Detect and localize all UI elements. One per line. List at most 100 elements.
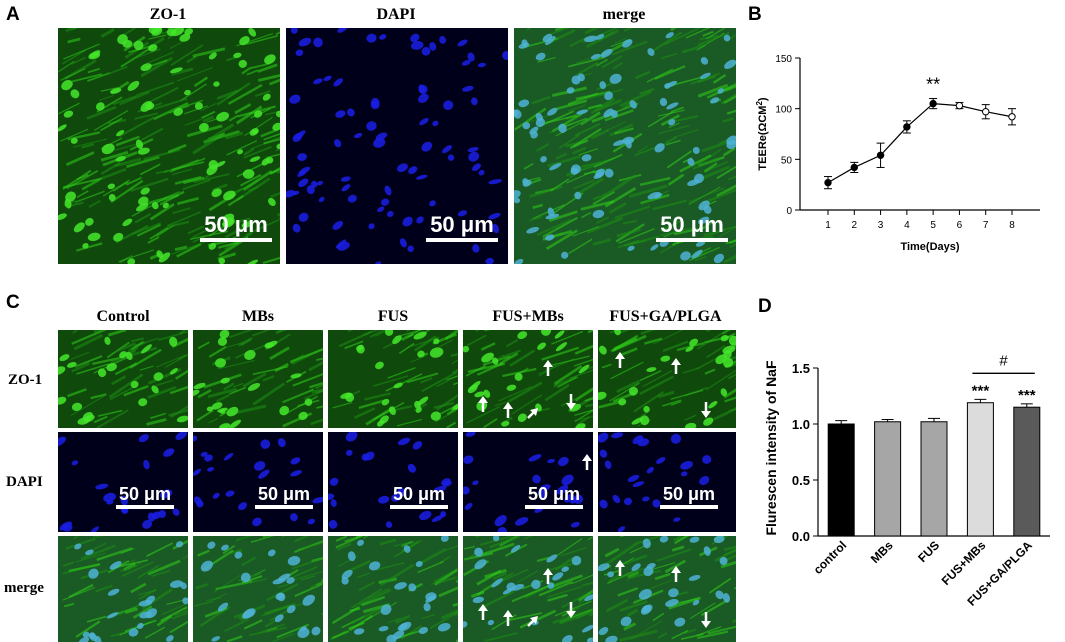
scale-bar-line xyxy=(390,505,448,509)
x-tick-label: 4 xyxy=(904,220,910,231)
panel-a-title-zo1: ZO-1 xyxy=(149,6,187,23)
x-tick-label: FUS+MBs xyxy=(939,538,989,588)
bar xyxy=(827,423,855,537)
panel-c-merge-image-1 xyxy=(58,536,188,642)
dapi-micrograph xyxy=(463,432,593,532)
panel-a-title-dapi: DAPI xyxy=(376,6,416,23)
significance-label: *** xyxy=(1018,387,1036,404)
annotation-arrow xyxy=(671,566,681,582)
annotation-arrow xyxy=(503,402,513,418)
data-point xyxy=(876,151,885,159)
bar xyxy=(966,402,994,537)
annotation-arrow xyxy=(615,352,625,368)
x-tick-label: 2 xyxy=(852,220,858,231)
zo1-micrograph xyxy=(193,330,323,428)
scale-bar-label: 50 μm xyxy=(527,484,581,504)
panel-c-merge-image-4 xyxy=(463,536,593,642)
bar xyxy=(920,421,948,537)
panel-c-dapi-image-2: 50 μm xyxy=(193,432,323,532)
panel-c-merge-image-2 xyxy=(193,536,323,642)
merge-micrograph xyxy=(598,536,736,642)
panel-c-merge-image-3 xyxy=(328,536,458,642)
bar xyxy=(1013,406,1041,537)
scale-bar-line xyxy=(200,238,272,242)
annotation-arrow xyxy=(701,612,711,628)
panel-a-scale-bar-1: 50 μm xyxy=(196,212,276,242)
x-tick-label: FUS xyxy=(915,538,942,565)
annotation-arrow xyxy=(701,402,711,418)
scale-bar-label: 50 μm xyxy=(430,212,494,237)
scale-bar-label: 50 μm xyxy=(392,484,446,504)
panel-c-dapi-image-5: 50 μm xyxy=(598,432,736,532)
x-tick-label: control xyxy=(811,538,850,577)
panel-c-zo1-image-4 xyxy=(463,330,593,428)
annotation-arrow xyxy=(543,568,553,584)
panel-c-scale-bar: 50 μm xyxy=(249,484,319,509)
panel-c-dapi-image-4: 50 μm xyxy=(463,432,593,532)
panel-a-dapi-image xyxy=(286,28,508,264)
teer-series-line xyxy=(827,102,1013,184)
panel-label-c: C xyxy=(6,292,20,313)
annotation-arrow xyxy=(478,396,488,412)
annotation-arrow xyxy=(615,560,625,576)
scale-bar-line xyxy=(660,505,718,509)
y-tick-label: 50 xyxy=(781,155,793,166)
merge-micrograph xyxy=(58,536,188,642)
y-tick-label: 100 xyxy=(775,105,792,116)
panel-c-dapi-image-3: 50 μm xyxy=(328,432,458,532)
x-tick-label: 1 xyxy=(825,220,831,231)
x-axis-label: Time(Days) xyxy=(900,241,959,253)
bracket-label: # xyxy=(999,352,1008,369)
scale-bar-line xyxy=(525,505,583,509)
annotation-arrow xyxy=(478,604,488,620)
x-tick-label: 3 xyxy=(878,220,884,231)
panel-c-zo1-image-2 xyxy=(193,330,323,428)
scale-bar-label: 50 μm xyxy=(662,484,716,504)
y-axis-label: TEERe(ΩCM2) xyxy=(755,97,769,171)
data-point xyxy=(955,101,964,110)
naf-bar-chart: 0.0 0.5 1.0 1.5 Flurescen intensity of NaF co… xyxy=(763,352,1050,609)
annotation-arrow xyxy=(503,610,513,626)
zo1-micrograph xyxy=(58,330,188,428)
x-tick-label: 6 xyxy=(957,220,963,231)
significance-label: *** xyxy=(972,382,990,399)
panel-a-title-merge: merge xyxy=(602,6,646,23)
zo1-micrograph xyxy=(598,330,736,428)
panel-a-scale-bar-3: 50 μm xyxy=(652,212,732,242)
data-point xyxy=(824,178,832,187)
scale-bar-label: 50 μm xyxy=(118,484,172,504)
panel-a-scale-bar-2: 50 μm xyxy=(422,212,502,242)
y-tick-label: 0.0 xyxy=(792,529,810,544)
teer-line-chart: 0 50 100 150 1 2 3 4 5 6 7 8 Time(Days) TEERe(ΩCM2) ** xyxy=(755,54,1040,253)
scale-bar-label: 50 μm xyxy=(204,212,268,237)
scale-bar-line xyxy=(656,238,728,242)
panel-c-merge-image-5 xyxy=(598,536,736,642)
error-bar xyxy=(974,398,987,403)
data-point xyxy=(929,99,937,108)
y-tick-label: 1.5 xyxy=(792,361,810,376)
annotation-arrow xyxy=(582,454,592,470)
y-axis-label: Flurescen intensity of NaF xyxy=(763,360,779,535)
annotation-arrow xyxy=(566,602,576,618)
dapi-micrograph xyxy=(286,28,508,264)
annotation-arrow xyxy=(566,394,576,410)
bar xyxy=(874,421,902,537)
scale-bar-line xyxy=(255,505,313,509)
x-tick-label: 7 xyxy=(983,220,989,231)
panel-c-row-title-merge: merge xyxy=(4,580,44,596)
annotation-arrow xyxy=(527,408,538,419)
dapi-micrograph xyxy=(193,432,323,532)
panel-c-col-title-mbs: MBs xyxy=(242,308,274,325)
panel-label-a: A xyxy=(6,4,20,25)
y-tick-label: 0.5 xyxy=(792,473,810,488)
data-point xyxy=(850,163,858,172)
panel-c-col-title-fus-mbs: FUS+MBs xyxy=(492,308,564,325)
panel-c-scale-bar: 50 μm xyxy=(519,484,589,509)
panel-c-zo1-image-5 xyxy=(598,330,736,428)
panel-c-col-title-fus: FUS xyxy=(377,308,409,325)
annotation-arrow xyxy=(527,616,538,627)
data-point xyxy=(1008,113,1016,121)
panel-c-col-title-fus-ga-plga: FUS+GA/PLGA xyxy=(609,308,722,325)
panel-c-dapi-image-1: 50 μm xyxy=(58,432,188,532)
panel-c-zo1-image-3 xyxy=(328,330,458,428)
